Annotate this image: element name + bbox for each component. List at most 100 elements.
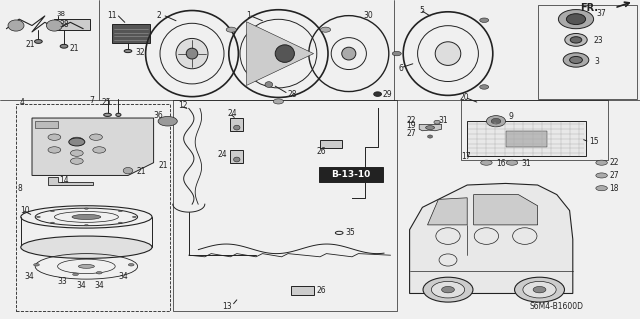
Ellipse shape (34, 263, 40, 266)
Ellipse shape (176, 38, 208, 69)
Text: 26: 26 (317, 286, 326, 295)
Ellipse shape (118, 211, 122, 212)
Text: 27: 27 (609, 171, 619, 180)
Circle shape (158, 116, 177, 126)
Text: 20: 20 (460, 93, 469, 102)
Ellipse shape (70, 158, 83, 164)
Ellipse shape (118, 222, 122, 223)
Text: 28: 28 (288, 90, 298, 99)
Ellipse shape (70, 137, 83, 144)
Text: 31: 31 (522, 159, 531, 168)
Ellipse shape (426, 126, 435, 130)
Text: 30: 30 (364, 11, 373, 20)
Text: 24: 24 (228, 109, 237, 118)
Text: 13: 13 (222, 302, 232, 311)
Text: 1: 1 (246, 11, 251, 20)
Polygon shape (428, 198, 467, 225)
Polygon shape (419, 124, 442, 131)
Ellipse shape (21, 236, 152, 258)
Text: 38: 38 (59, 20, 69, 29)
Bar (112, 24, 150, 43)
Text: 19: 19 (406, 121, 416, 130)
Text: 31: 31 (438, 116, 448, 125)
Ellipse shape (481, 160, 492, 165)
Text: S6M4-B1600D: S6M4-B1600D (530, 302, 584, 311)
Bar (16, 104, 170, 311)
Ellipse shape (570, 37, 582, 43)
Bar (538, 5, 637, 99)
Polygon shape (48, 177, 93, 185)
Ellipse shape (442, 286, 454, 293)
Ellipse shape (596, 186, 607, 191)
Text: 14: 14 (59, 176, 69, 185)
Text: 21: 21 (26, 40, 35, 48)
Ellipse shape (69, 138, 84, 146)
Ellipse shape (570, 56, 582, 63)
Polygon shape (474, 195, 538, 225)
Ellipse shape (273, 99, 284, 104)
Ellipse shape (186, 48, 198, 59)
Text: 10: 10 (20, 206, 30, 215)
Text: 11: 11 (108, 11, 117, 20)
Bar (230, 150, 243, 163)
Text: 26: 26 (317, 147, 326, 156)
Bar (291, 286, 314, 295)
Ellipse shape (486, 116, 506, 127)
Ellipse shape (515, 277, 564, 302)
Ellipse shape (72, 214, 101, 219)
Ellipse shape (342, 47, 356, 60)
Text: 21: 21 (159, 161, 168, 170)
Ellipse shape (428, 135, 433, 138)
Ellipse shape (265, 82, 273, 87)
Bar (35, 121, 58, 128)
Text: 34: 34 (95, 281, 104, 290)
Ellipse shape (90, 134, 102, 140)
Text: 16: 16 (496, 159, 506, 168)
Ellipse shape (234, 157, 240, 162)
Ellipse shape (480, 18, 489, 22)
Text: 9: 9 (509, 112, 514, 121)
Ellipse shape (374, 92, 381, 96)
Text: 29: 29 (383, 90, 392, 99)
Text: 4: 4 (19, 98, 24, 107)
Text: FR.: FR. (580, 3, 598, 13)
Bar (319, 167, 383, 182)
Text: 32: 32 (136, 48, 145, 57)
Ellipse shape (480, 85, 489, 89)
Ellipse shape (84, 225, 88, 226)
Ellipse shape (564, 33, 588, 46)
Bar (320, 140, 342, 148)
Text: 33: 33 (58, 277, 67, 286)
Text: 22: 22 (609, 158, 619, 167)
Ellipse shape (79, 264, 95, 268)
Text: 21: 21 (69, 44, 79, 53)
Bar (173, 100, 397, 311)
Ellipse shape (70, 150, 83, 156)
Ellipse shape (128, 263, 134, 266)
Bar (506, 131, 547, 147)
Polygon shape (32, 118, 154, 175)
Ellipse shape (558, 10, 594, 29)
Text: 8: 8 (18, 184, 22, 193)
Bar (467, 121, 586, 156)
Text: 5: 5 (419, 6, 424, 15)
Ellipse shape (392, 51, 401, 56)
Bar (54, 19, 90, 30)
Ellipse shape (116, 113, 121, 116)
Ellipse shape (47, 20, 63, 31)
Ellipse shape (36, 216, 40, 218)
Text: 25: 25 (101, 98, 111, 107)
Ellipse shape (51, 211, 54, 212)
Text: 2: 2 (157, 11, 161, 20)
Text: 3: 3 (594, 57, 599, 66)
Ellipse shape (435, 42, 461, 65)
Text: 27: 27 (406, 129, 416, 138)
Bar (461, 100, 608, 160)
Ellipse shape (35, 40, 42, 43)
Text: 6: 6 (398, 64, 403, 73)
Ellipse shape (566, 14, 586, 25)
Text: B-13-10: B-13-10 (331, 170, 371, 179)
Ellipse shape (596, 160, 607, 165)
Ellipse shape (434, 120, 440, 124)
Ellipse shape (124, 49, 132, 53)
